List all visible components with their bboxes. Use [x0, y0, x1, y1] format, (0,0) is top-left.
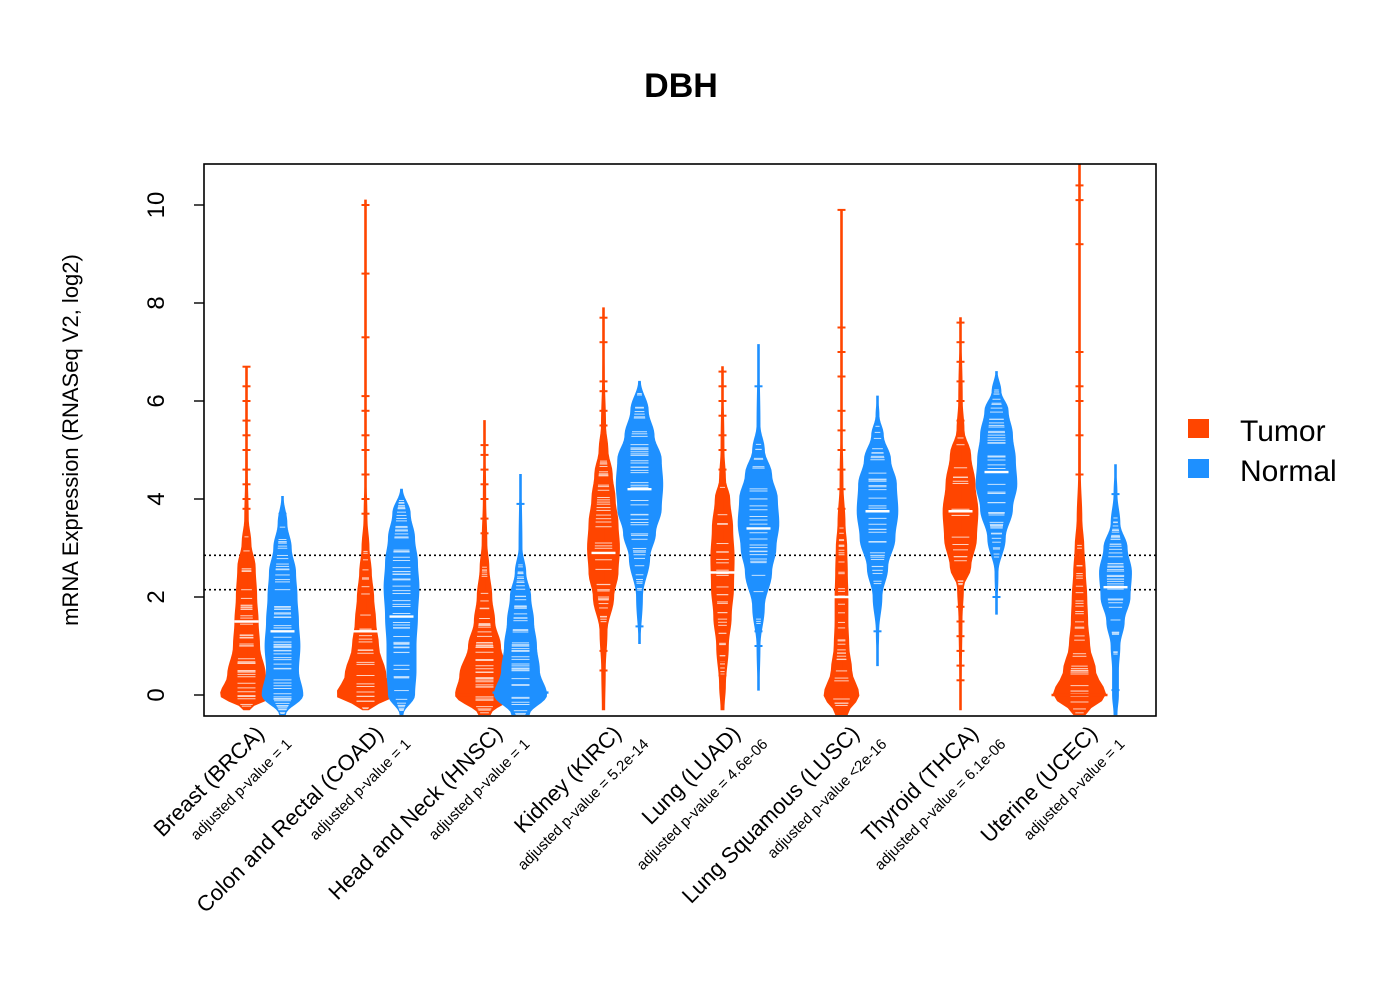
bean-pair-8 — [1051, 164, 1132, 716]
bean-pair-5 — [710, 344, 780, 711]
y-tick-label-0: 0 — [143, 688, 170, 701]
y-tick-label-4: 4 — [143, 492, 170, 505]
legend-swatch-normal — [1188, 459, 1209, 478]
normal-bean-3-beanlines — [511, 564, 530, 715]
bean-pair-7 — [942, 317, 1018, 711]
tumor-bean-2-beanlines — [356, 550, 375, 710]
y-tick-label-8: 8 — [143, 296, 170, 309]
normal-bean-5-beanlines — [749, 443, 768, 624]
normal-bean-7-beanlines — [987, 389, 1006, 558]
normal-bean-1-beanlines — [273, 526, 292, 714]
tumor-bean-4-beanlines — [594, 460, 613, 623]
normal-bean-4-beanlines — [630, 393, 649, 591]
legend-swatch-tumor — [1188, 419, 1209, 438]
tumor-bean-7-beanlines — [951, 437, 970, 586]
plot-frame — [203, 163, 1157, 717]
y-tick-label-2: 2 — [143, 590, 170, 603]
bean-pair-2 — [337, 199, 420, 716]
tumor-bean-8-beanlines — [1070, 544, 1089, 714]
legend: Tumor Normal — [1188, 415, 1337, 488]
normal-bean-8-beanlines — [1106, 517, 1125, 655]
plot-area — [204, 164, 1156, 716]
bean-pair-4 — [587, 307, 664, 711]
normal-bean-2-beanlines — [392, 500, 411, 711]
bean-pair-3 — [455, 420, 549, 716]
y-tick-label-10: 10 — [143, 192, 170, 219]
normal-bean-6-beanlines — [868, 425, 887, 585]
y-axis-label: mRNA Expression (RNASeq V2, log2) — [58, 254, 83, 626]
axes: 0 2 4 6 8 10 — [143, 163, 1157, 717]
legend-label-tumor: Tumor — [1240, 415, 1326, 448]
tumor-bean-5-beanlines — [716, 486, 729, 675]
y-tick-label-6: 6 — [143, 394, 170, 407]
chart-title: DBH — [644, 67, 718, 105]
beans-group — [204, 164, 1156, 716]
bean-pair-1 — [220, 365, 304, 716]
bean-pair-6 — [823, 208, 899, 716]
tumor-bean-3-beanlines — [475, 566, 494, 714]
legend-label-normal: Normal — [1240, 455, 1337, 488]
